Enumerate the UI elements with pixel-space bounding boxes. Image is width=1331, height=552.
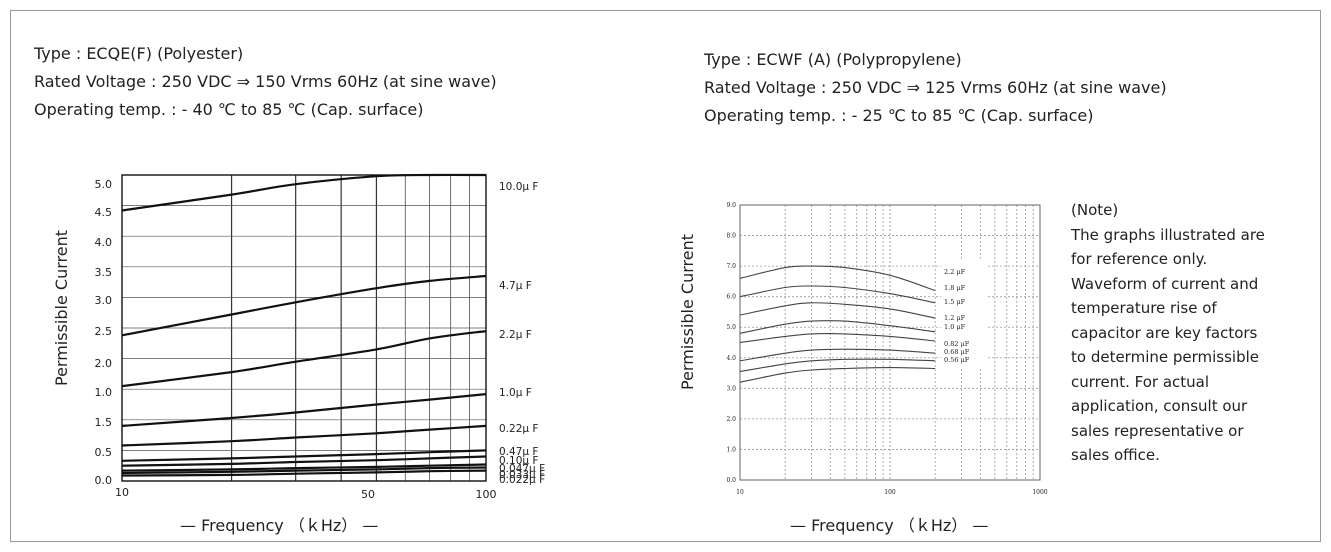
note-line: to determine permissible (1071, 348, 1260, 366)
left-y-tick: 1.0 (95, 386, 113, 399)
left-series-label: 0.22μ F (499, 423, 538, 435)
right-series-line (739, 320, 936, 334)
left-x-tick: 50 (361, 488, 375, 501)
left-y-tick: 4.5 (95, 206, 113, 219)
left-series-label: 2.2μ F (499, 329, 532, 341)
left-series-line (121, 274, 487, 337)
left-series-label: 0.022μ F (499, 474, 545, 486)
right-spec-voltage: Rated Voltage : 250 VDC ⇒ 125 Vrms 60Hz … (704, 78, 1167, 97)
right-y-tick: 0.0 (726, 477, 736, 484)
left-spec-block: Type : ECQE(F) (Polyester) Rated Voltage… (34, 40, 497, 124)
left-y-tick: 5.0 (95, 178, 113, 191)
note-line: Waveform of current and (1071, 274, 1259, 293)
right-series-line (739, 333, 936, 344)
right-spec-type: Type : ECWF (A) (Polypropylene) (704, 50, 962, 69)
left-y-tick: 0.0 (95, 474, 113, 487)
right-x-tick: 100 (884, 489, 896, 496)
figure-frame (10, 10, 1321, 542)
left-series-line (121, 424, 487, 447)
left-y-tick: 1.5 (95, 416, 113, 429)
left-spec-type: Type : ECQE(F) (Polyester) (34, 44, 244, 63)
left-series-line (121, 393, 487, 427)
left-series-label: 1.0μ F (499, 387, 532, 399)
left-x-tick: 10 (115, 486, 129, 499)
note-line: (Note) (1071, 201, 1119, 219)
right-series-line (739, 265, 936, 292)
right-y-tick: 6.0 (726, 294, 736, 301)
right-y-tick: 8.0 (726, 233, 736, 240)
left-series-line (121, 455, 487, 467)
right-y-tick: 9.0 (726, 202, 736, 209)
right-y-tick: 1.0 (726, 446, 736, 453)
right-x-tick: 10 (736, 489, 744, 496)
right-y-tick: 7.0 (726, 263, 736, 270)
left-series-label: 0.033μ F (499, 469, 545, 481)
note-line: sales representative or (1071, 421, 1244, 440)
left-y-tick: 3.0 (95, 294, 113, 307)
right-series-line (739, 285, 936, 304)
left-plot-frame (121, 174, 487, 482)
right-series-label: 1.8 μF (944, 284, 966, 292)
left-y-tick: 4.0 (95, 236, 113, 249)
left-series-label: 0.047μ F (499, 463, 545, 475)
left-spec-voltage: Rated Voltage : 250 VDC ⇒ 150 Vrms 60Hz … (34, 72, 497, 91)
left-x-tick: 100 (476, 488, 497, 501)
right-y-tick: 3.0 (726, 385, 736, 392)
right-series-line (739, 358, 936, 373)
note-line: temperature rise of (1071, 299, 1217, 317)
right-series-label: 2.2 μF (944, 268, 966, 276)
note-line: capacitor are key factors (1071, 323, 1258, 342)
note-line: The graphs illustrated are (1071, 225, 1265, 244)
left-series-line (121, 449, 487, 462)
right-series-line (739, 302, 936, 319)
note-line: sales office. (1071, 446, 1160, 464)
right-x-axis-label: — Frequency （ｋHz） — (790, 516, 989, 535)
note-line: for reference only. (1071, 250, 1208, 268)
left-series-line (121, 469, 487, 477)
left-spec-temp: Operating temp. : - 40 ℃ to 85 ℃ (Cap. s… (34, 100, 424, 119)
left-series-line (121, 330, 487, 388)
right-x-tick: 1000 (1032, 489, 1047, 496)
right-series-label: 0.68 μF (944, 348, 970, 356)
note-line: application, consult our (1071, 397, 1248, 415)
left-y-tick: 2.0 (95, 357, 113, 370)
right-series-line (739, 348, 936, 362)
right-series-label: 1.0 μF (944, 323, 966, 331)
note-block: (Note) The graphs illustrated are for re… (1071, 198, 1331, 468)
left-x-axis-label: — Frequency （ｋHz） — (180, 516, 379, 535)
left-series-label: 0.47μ F (499, 446, 538, 458)
right-series-label: 1.5 μF (944, 298, 966, 306)
left-y-tick: 3.5 (95, 266, 113, 279)
left-y-tick: 0.5 (95, 446, 113, 459)
right-spec-temp: Operating temp. : - 25 ℃ to 85 ℃ (Cap. s… (704, 106, 1094, 125)
left-series-label: 0.10μ F (499, 455, 538, 467)
right-y-tick: 2.0 (726, 416, 736, 423)
right-series-line (739, 367, 936, 383)
note-line: current. For actual (1071, 372, 1210, 391)
left-series-label: 4.7μ F (499, 280, 532, 292)
left-series-line (121, 463, 487, 472)
left-series-line (121, 173, 487, 212)
left-y-tick: 2.5 (95, 325, 113, 338)
right-series-label: 0.56 μF (944, 356, 970, 364)
left-series-line (121, 466, 487, 475)
right-y-tick: 4.0 (726, 355, 736, 362)
right-series-label: 0.82 μF (944, 340, 970, 348)
right-spec-block: Type : ECWF (A) (Polypropylene) Rated Vo… (704, 46, 1167, 130)
right-series-label: 1.2 μF (944, 314, 966, 322)
right-y-tick: 5.0 (726, 324, 736, 331)
right-label-backdrop (941, 260, 987, 368)
left-series-label: 10.0μ F (499, 181, 538, 193)
